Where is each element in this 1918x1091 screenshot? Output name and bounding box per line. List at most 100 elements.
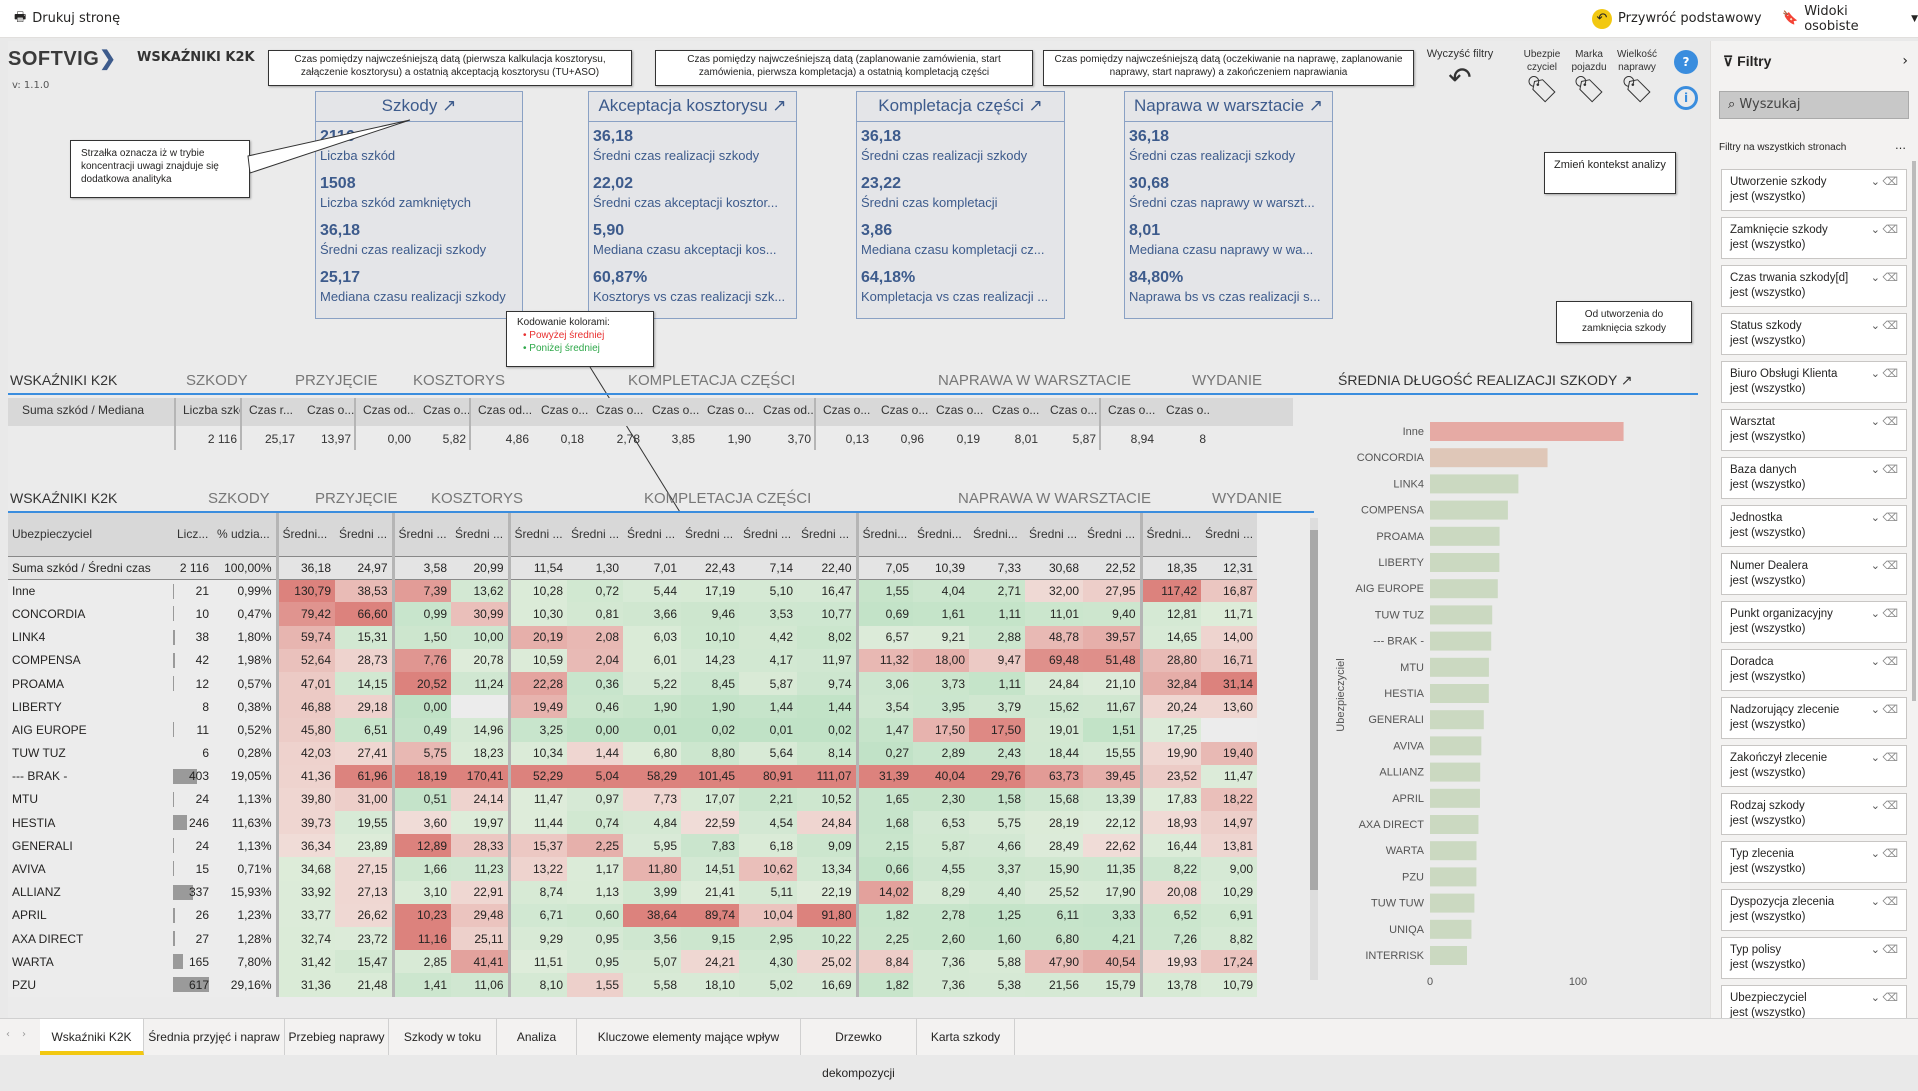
summary-header-cell[interactable]: Czas o... — [881, 403, 928, 417]
column-header[interactable]: Ubezpieczyciel — [8, 513, 173, 556]
summary-header-cell[interactable]: Czas o... — [307, 403, 355, 417]
page-tab[interactable]: Wskaźniki K2K — [40, 1019, 144, 1055]
table-scrollbar[interactable] — [1310, 518, 1318, 980]
table-row[interactable]: HESTIA 246 11,63% 39,73 19,55 3,60 19,97 11,44 0… — [8, 811, 1258, 835]
bar[interactable] — [1430, 422, 1624, 441]
chevron-down-icon[interactable]: ⌄ — [1870, 896, 1880, 908]
column-header[interactable]: Średni ... — [1201, 513, 1258, 556]
card-title-link[interactable]: Szkody ↗ — [316, 92, 522, 122]
chevron-down-icon[interactable]: ⌄ — [1870, 368, 1880, 380]
chevron-down-icon[interactable]: ⌄ — [1870, 320, 1880, 332]
table-row[interactable]: --- BRAK -403 19,05% 41,36 61,96 18,19 170,41… — [8, 764, 1258, 788]
bar[interactable] — [1430, 605, 1493, 625]
eraser-icon[interactable]: ⌫ — [1882, 944, 1898, 956]
column-header[interactable]: Średni ... — [1083, 513, 1142, 556]
bar[interactable] — [1430, 631, 1492, 651]
more-options-icon[interactable]: … — [1895, 139, 1906, 152]
table-row[interactable]: AIG EUROPE 11 0,52% 45,80 6,51 0,49 14,96 3,25 0… — [8, 718, 1258, 742]
eraser-icon[interactable]: ⌫ — [1882, 272, 1898, 284]
chevron-down-icon[interactable]: ⌄ — [1870, 704, 1880, 716]
bar[interactable] — [1430, 710, 1484, 730]
chevron-right-icon[interactable]: › — [22, 1029, 26, 1040]
bar[interactable] — [1430, 867, 1477, 887]
eraser-icon[interactable]: ⌫ — [1882, 992, 1898, 1004]
chevron-down-icon[interactable]: ⌄ — [1870, 416, 1880, 428]
bar[interactable] — [1430, 788, 1480, 808]
page-tab[interactable]: Średnia przyjęć i napraw — [144, 1019, 285, 1055]
chevron-down-icon[interactable]: ⌄ — [1870, 752, 1880, 764]
chevron-down-icon[interactable]: ⌄ — [1870, 656, 1880, 668]
chevron-down-icon[interactable]: ⌄ — [1870, 848, 1880, 860]
bar[interactable] — [1430, 500, 1508, 520]
chevron-right-icon[interactable]: › — [1902, 53, 1908, 69]
summary-header-cell[interactable]: Suma szkód / Mediana — [22, 403, 145, 417]
page-tab[interactable]: Karta szkody — [917, 1019, 1015, 1055]
chevron-down-icon[interactable]: ⌄ — [1870, 992, 1880, 1004]
filter-card[interactable]: Punkt organizacyjny jest (wszystko) ⌄ ⌫ — [1721, 601, 1907, 643]
filter-card[interactable]: Zamknięcie szkody jest (wszystko) ⌄ ⌫ — [1721, 217, 1907, 259]
clear-filters-button[interactable]: Wyczyść filtry ↶ — [1418, 48, 1502, 95]
bar[interactable] — [1430, 815, 1479, 834]
column-header[interactable]: % udzia... — [213, 513, 277, 556]
table-row[interactable]: CONCORDIA 10 0,47% 79,42 66,60 0,99 30,99 10,30… — [8, 602, 1258, 626]
bar[interactable] — [1430, 762, 1481, 782]
summary-header-cell[interactable]: Czas r... — [249, 403, 294, 417]
summary-header-cell[interactable]: Czas o... — [1050, 403, 1098, 417]
chevron-down-icon[interactable]: ⌄ — [1870, 272, 1880, 284]
filter-card[interactable]: Biuro Obsługi Klienta jest (wszystko) ⌄ ⌫ — [1721, 361, 1907, 403]
table-row[interactable]: WARTA 165 7,80% 31,42 15,47 2,85 41,41 11,51 0,9… — [8, 950, 1258, 974]
table-row[interactable]: LIBERTY 8 0,38% 46,88 29,18 0,00 19,49 0,46 1,90… — [8, 695, 1258, 719]
column-header[interactable]: Średni ... — [567, 513, 624, 556]
summary-header-cell[interactable]: Czas o... — [823, 403, 871, 417]
bar[interactable] — [1430, 579, 1498, 599]
filter-card[interactable]: Typ zlecenia jest (wszystko) ⌄ ⌫ — [1721, 841, 1907, 883]
table-row[interactable]: COMPENSA 42 1,98% 52,64 28,73 7,76 20,78 10,59 2… — [8, 648, 1258, 672]
summary-header-cell[interactable]: Czas od... — [363, 403, 415, 417]
eraser-icon[interactable]: ⌫ — [1882, 608, 1898, 620]
filter-card[interactable]: Jednostka jest (wszystko) ⌄ ⌫ — [1721, 505, 1907, 547]
size-context-button[interactable]: Wielkość naprawy 🏷 — [1616, 49, 1657, 104]
page-tab[interactable]: Przebieg naprawy — [285, 1019, 389, 1055]
column-header[interactable]: Średni ... — [681, 513, 740, 556]
card-title-link[interactable]: Akceptacja kosztorysu ↗ — [589, 92, 796, 122]
chevron-down-icon[interactable]: ⌄ — [1870, 512, 1880, 524]
insurer-context-button[interactable]: Ubezpie czyciel 🏷 — [1520, 48, 1564, 104]
eraser-icon[interactable]: ⌫ — [1882, 656, 1898, 668]
filter-card[interactable]: Nadzorujący zlecenie jest (wszystko) ⌄ ⌫ — [1721, 697, 1907, 739]
table-row[interactable]: Inne 21 0,99% 130,79 38,53 7,39 13,62 10,28 0,72… — [8, 579, 1258, 603]
card-title-link[interactable]: Naprawa w warsztacie ↗ — [1125, 92, 1332, 122]
eraser-icon[interactable]: ⌫ — [1882, 176, 1898, 188]
column-header[interactable]: Średni ... — [507, 513, 567, 556]
eraser-icon[interactable]: ⌫ — [1882, 320, 1898, 332]
eraser-icon[interactable]: ⌫ — [1882, 800, 1898, 812]
eraser-icon[interactable]: ⌫ — [1882, 416, 1898, 428]
summary-header-cell[interactable]: Czas od... — [763, 403, 815, 417]
summary-header-cell[interactable]: Liczba szkód — [183, 403, 241, 417]
column-header[interactable]: Średni ... — [451, 513, 509, 556]
summary-header-cell[interactable]: Czas o... — [541, 403, 588, 417]
eraser-icon[interactable]: ⌫ — [1882, 464, 1898, 476]
table-row[interactable]: AXA DIRECT 27 1,28% 32,74 23,72 11,16 25,11 9,2… — [8, 927, 1258, 951]
filter-card[interactable]: Rodzaj szkody jest (wszystko) ⌄ ⌫ — [1721, 793, 1907, 835]
filter-card[interactable]: Dyspozycja zlecenia jest (wszystko) ⌄ ⌫ — [1721, 889, 1907, 931]
summary-header-cell[interactable]: Czas o... — [707, 403, 755, 417]
column-header[interactable]: Licz... — [173, 513, 213, 556]
eraser-icon[interactable]: ⌫ — [1882, 752, 1898, 764]
card-title-link[interactable]: Kompletacja części ↗ — [857, 92, 1064, 122]
eraser-icon[interactable]: ⌫ — [1882, 560, 1898, 572]
table-row[interactable]: LINK4 38 1,80% 59,74 15,31 1,50 10,00 20,19 2,08… — [8, 625, 1258, 649]
bar[interactable] — [1430, 448, 1548, 468]
bar[interactable] — [1430, 553, 1500, 572]
summary-header-cell[interactable]: Czas o... — [1108, 403, 1156, 417]
column-header[interactable]: Średni... — [1139, 513, 1202, 556]
filter-card[interactable]: Numer Dealera jest (wszystko) ⌄ ⌫ — [1721, 553, 1907, 595]
chevron-left-icon[interactable]: ‹ — [6, 1029, 10, 1040]
filter-card[interactable]: Warsztat jest (wszystko) ⌄ ⌫ — [1721, 409, 1907, 451]
bar[interactable] — [1430, 684, 1489, 703]
bar[interactable] — [1430, 736, 1482, 756]
filter-card[interactable]: Doradca jest (wszystko) ⌄ ⌫ — [1721, 649, 1907, 691]
help-icon[interactable]: ? — [1674, 50, 1698, 74]
summary-header-cell[interactable]: Czas o... — [652, 403, 699, 417]
eraser-icon[interactable]: ⌫ — [1882, 896, 1898, 908]
summary-header-cell[interactable]: Czas o... — [596, 403, 644, 417]
